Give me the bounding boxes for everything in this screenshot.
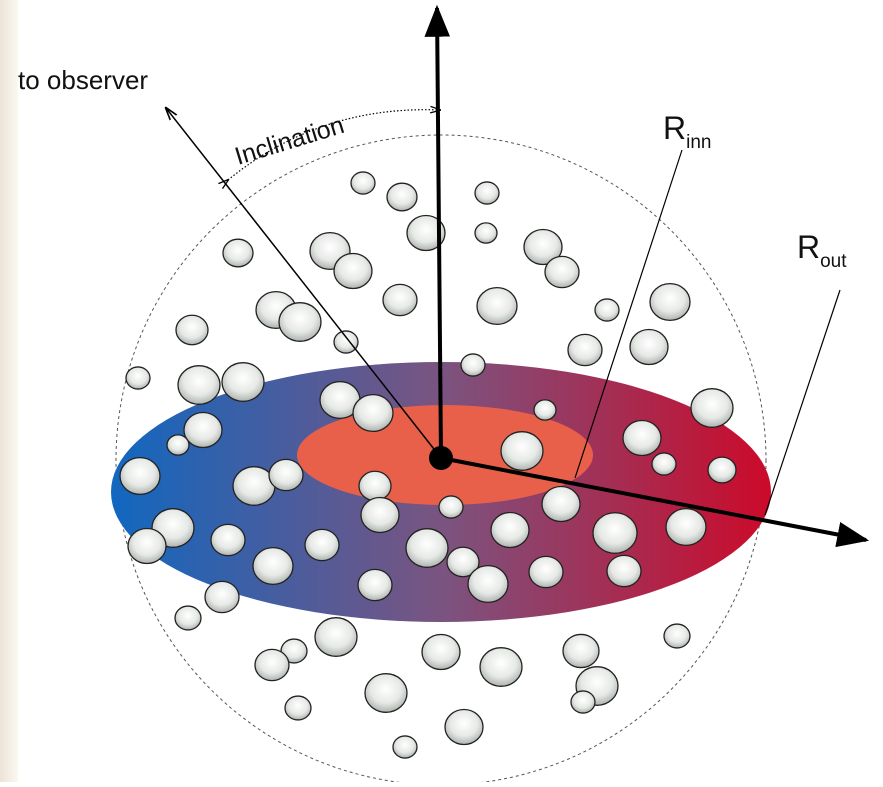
- cloud: [606, 554, 642, 588]
- cloud: [533, 399, 557, 421]
- cloud: [314, 617, 358, 657]
- cloud: [382, 283, 418, 317]
- cloud: [541, 485, 581, 523]
- cloud: [446, 546, 480, 578]
- cloud: [392, 735, 418, 759]
- cloud: [358, 470, 392, 502]
- axis-vertical: [424, 4, 451, 459]
- cloud: [284, 695, 312, 721]
- cloud: [177, 365, 221, 405]
- cloud: [350, 171, 376, 195]
- clouds: [119, 171, 737, 759]
- cloud: [210, 523, 246, 557]
- r-outer-line: [764, 289, 841, 516]
- cloud: [304, 528, 340, 562]
- cloud: [592, 512, 638, 554]
- cloud: [467, 564, 509, 604]
- cloud: [386, 182, 418, 212]
- cloud: [352, 393, 394, 433]
- cloud: [629, 328, 669, 366]
- cloud: [254, 648, 290, 682]
- r-outer-label: Rout: [797, 229, 847, 272]
- cloud: [567, 333, 603, 367]
- inclination-label: Inclination: [232, 111, 348, 171]
- cloud: [333, 252, 373, 290]
- cloud: [438, 495, 464, 519]
- cloud: [707, 456, 737, 484]
- cloud: [474, 222, 498, 244]
- cloud: [125, 366, 151, 390]
- cloud: [665, 507, 707, 547]
- cloud: [500, 431, 544, 471]
- cloud: [204, 580, 240, 614]
- cloud: [479, 647, 523, 687]
- cloud: [663, 623, 691, 649]
- r-outer-sub: out: [820, 251, 847, 272]
- cloud: [421, 633, 461, 671]
- cloud: [406, 214, 446, 252]
- cloud: [222, 238, 254, 268]
- cloud: [651, 452, 677, 476]
- cloud: [278, 302, 322, 342]
- cloud: [570, 690, 596, 714]
- cloud: [474, 181, 500, 205]
- cloud: [544, 255, 580, 289]
- cloud: [221, 362, 265, 402]
- cloud: [166, 434, 190, 456]
- cloud: [268, 458, 304, 492]
- cloud: [119, 456, 161, 496]
- cloud: [174, 605, 202, 631]
- cloud: [333, 330, 359, 354]
- cloud: [444, 708, 484, 746]
- cloud: [594, 298, 620, 322]
- r-inner-label: Rinn: [663, 110, 711, 153]
- cloud: [364, 673, 408, 713]
- cloud: [460, 353, 486, 377]
- r-inner-line: [574, 149, 683, 479]
- left-edge: [0, 0, 18, 782]
- cloud: [252, 546, 294, 586]
- cloud: [476, 286, 518, 326]
- r-inner-main: R: [663, 110, 686, 146]
- observer-line: [166, 108, 442, 459]
- center: [429, 446, 453, 470]
- r-inner-sub: inn: [686, 132, 711, 153]
- cloud: [562, 633, 600, 669]
- cloud: [175, 314, 209, 346]
- cloud: [127, 527, 167, 565]
- cloud: [360, 496, 400, 534]
- cloud: [183, 411, 223, 449]
- cloud: [523, 228, 563, 266]
- axis-horizontal: [440, 456, 870, 548]
- cloud: [528, 555, 564, 589]
- cloud: [405, 528, 449, 568]
- cloud: [357, 568, 393, 602]
- cloud: [649, 282, 691, 322]
- cloud: [622, 419, 662, 457]
- cloud: [490, 511, 530, 549]
- cloud: [690, 388, 734, 428]
- inclination-arc: [228, 110, 440, 180]
- observer-label: to observer: [18, 65, 148, 95]
- r-outer-main: R: [797, 229, 820, 265]
